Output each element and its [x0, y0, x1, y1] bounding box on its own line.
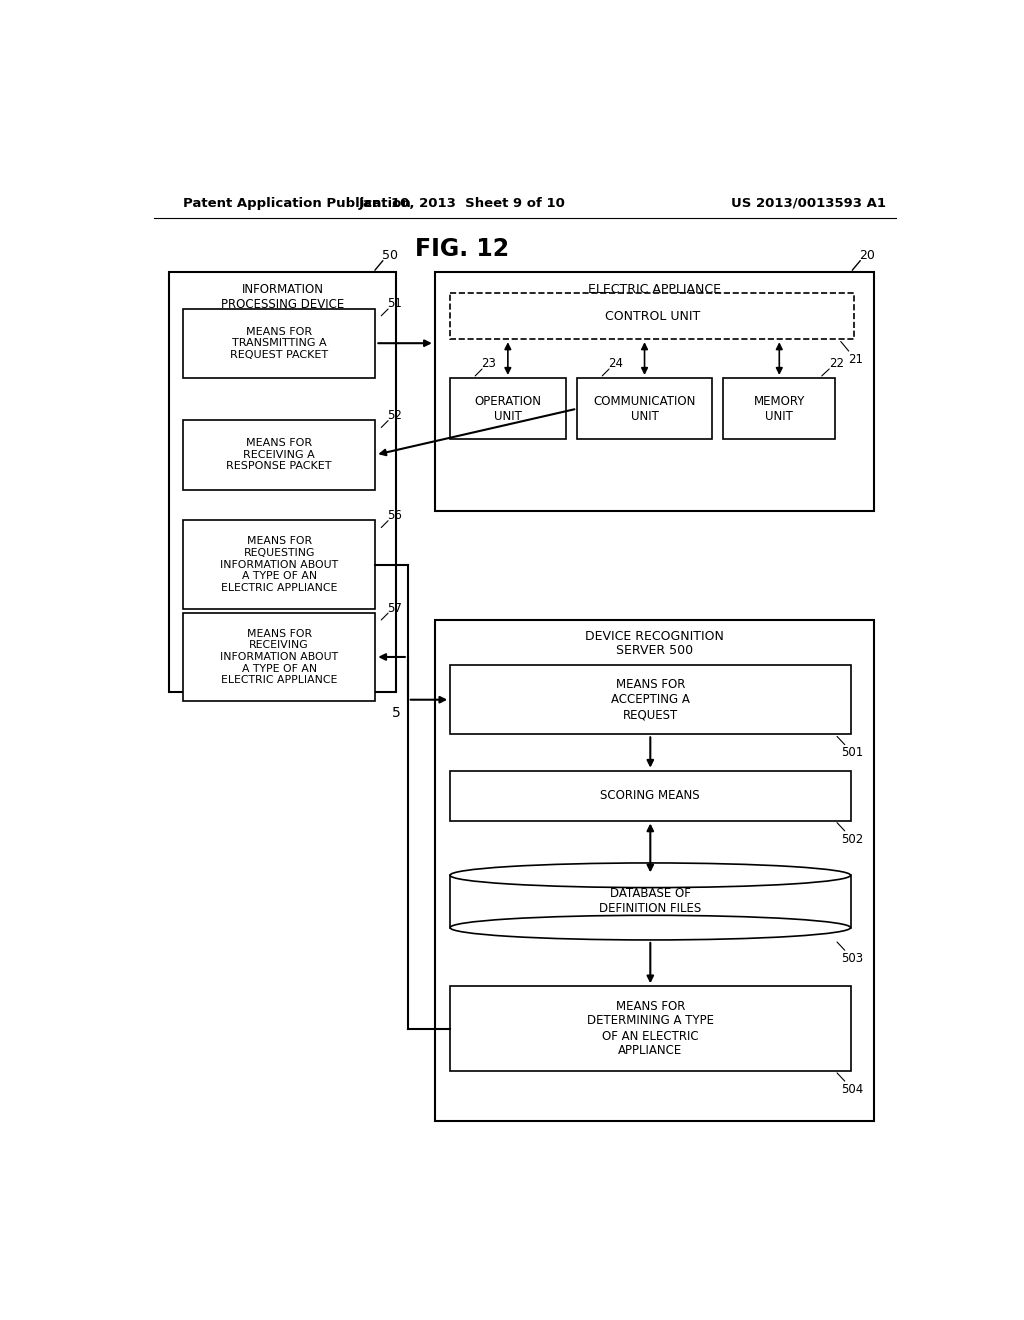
- Bar: [183, 612, 376, 701]
- Text: COMMUNICATION
UNIT: COMMUNICATION UNIT: [593, 395, 695, 422]
- Bar: [183, 309, 376, 378]
- Text: MEANS FOR
DETERMINING A TYPE
OF AN ELECTRIC
APPLIANCE: MEANS FOR DETERMINING A TYPE OF AN ELECT…: [587, 999, 714, 1057]
- Text: 24: 24: [608, 358, 624, 371]
- Text: MEANS FOR
RECEIVING A
RESPONSE PACKET: MEANS FOR RECEIVING A RESPONSE PACKET: [226, 438, 332, 471]
- Text: 21: 21: [849, 352, 863, 366]
- Text: FIG. 12: FIG. 12: [415, 238, 509, 261]
- Bar: [578, 378, 712, 440]
- Text: 504: 504: [841, 1082, 863, 1096]
- Bar: [451, 875, 851, 928]
- Text: 23: 23: [481, 358, 496, 371]
- Text: MEANS FOR
RECEIVING
INFORMATION ABOUT
A TYPE OF AN
ELECTRIC APPLIANCE: MEANS FOR RECEIVING INFORMATION ABOUT A …: [220, 628, 338, 685]
- Text: 56: 56: [387, 510, 402, 523]
- Text: ELECTRIC APPLIANCE: ELECTRIC APPLIANCE: [588, 282, 721, 296]
- Bar: [169, 272, 396, 692]
- Bar: [183, 420, 376, 490]
- Text: 50: 50: [382, 249, 398, 261]
- Text: CONTROL UNIT: CONTROL UNIT: [604, 310, 699, 323]
- Text: 5: 5: [392, 706, 400, 719]
- Text: SCORING MEANS: SCORING MEANS: [600, 789, 700, 803]
- Text: 501: 501: [841, 746, 863, 759]
- Text: MEANS FOR
ACCEPTING A
REQUEST: MEANS FOR ACCEPTING A REQUEST: [611, 678, 690, 721]
- Text: MEANS FOR
TRANSMITTING A
REQUEST PACKET: MEANS FOR TRANSMITTING A REQUEST PACKET: [230, 326, 329, 360]
- Bar: [451, 665, 851, 734]
- Text: 57: 57: [387, 602, 402, 615]
- Text: 52: 52: [387, 409, 402, 422]
- Bar: [451, 378, 565, 440]
- Text: US 2013/0013593 A1: US 2013/0013593 A1: [731, 197, 886, 210]
- Text: 502: 502: [841, 833, 863, 846]
- Text: MEMORY
UNIT: MEMORY UNIT: [754, 395, 805, 422]
- Text: DEVICE RECOGNITION
SERVER 500: DEVICE RECOGNITION SERVER 500: [585, 630, 724, 657]
- Bar: [183, 520, 376, 609]
- Bar: [435, 620, 873, 1121]
- Ellipse shape: [451, 915, 851, 940]
- Text: 20: 20: [859, 249, 876, 261]
- Bar: [451, 293, 854, 339]
- Text: Patent Application Publication: Patent Application Publication: [183, 197, 411, 210]
- Bar: [435, 272, 873, 511]
- Ellipse shape: [451, 863, 851, 887]
- Text: MEANS FOR
REQUESTING
INFORMATION ABOUT
A TYPE OF AN
ELECTRIC APPLIANCE: MEANS FOR REQUESTING INFORMATION ABOUT A…: [220, 536, 338, 593]
- Text: INFORMATION
PROCESSING DEVICE: INFORMATION PROCESSING DEVICE: [221, 282, 344, 312]
- Bar: [451, 986, 851, 1071]
- Text: Jan. 10, 2013  Sheet 9 of 10: Jan. 10, 2013 Sheet 9 of 10: [358, 197, 565, 210]
- Text: 51: 51: [387, 297, 402, 310]
- Text: 503: 503: [841, 952, 863, 965]
- Text: 22: 22: [829, 358, 844, 371]
- Bar: [724, 378, 836, 440]
- Text: DATABASE OF
DEFINITION FILES: DATABASE OF DEFINITION FILES: [599, 887, 701, 916]
- Text: OPERATION
UNIT: OPERATION UNIT: [474, 395, 542, 422]
- Bar: [451, 771, 851, 821]
